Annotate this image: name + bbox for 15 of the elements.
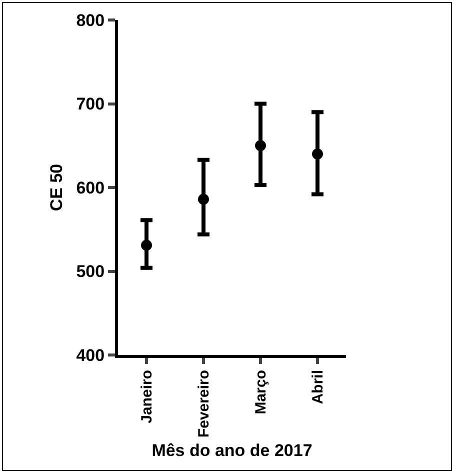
x-tick-label: Março xyxy=(252,370,270,414)
x-axis-title: Mês do ano de 2017 xyxy=(152,440,312,460)
x-tick-label: Abril xyxy=(309,370,326,404)
x-tick-label: Janeiro xyxy=(138,370,156,424)
point xyxy=(312,148,323,160)
y-tick-label: 800 xyxy=(76,10,105,30)
y-tick-label: 600 xyxy=(76,178,105,198)
point xyxy=(141,240,152,251)
y-tick-label: 500 xyxy=(76,262,105,282)
y-axis-title: CE 50 xyxy=(46,164,66,212)
y-tick-label: 700 xyxy=(76,94,105,114)
x-tick-label: Fevereiro xyxy=(195,370,212,438)
point xyxy=(255,140,266,152)
point xyxy=(198,194,209,205)
y-tick-label: 400 xyxy=(76,346,105,365)
